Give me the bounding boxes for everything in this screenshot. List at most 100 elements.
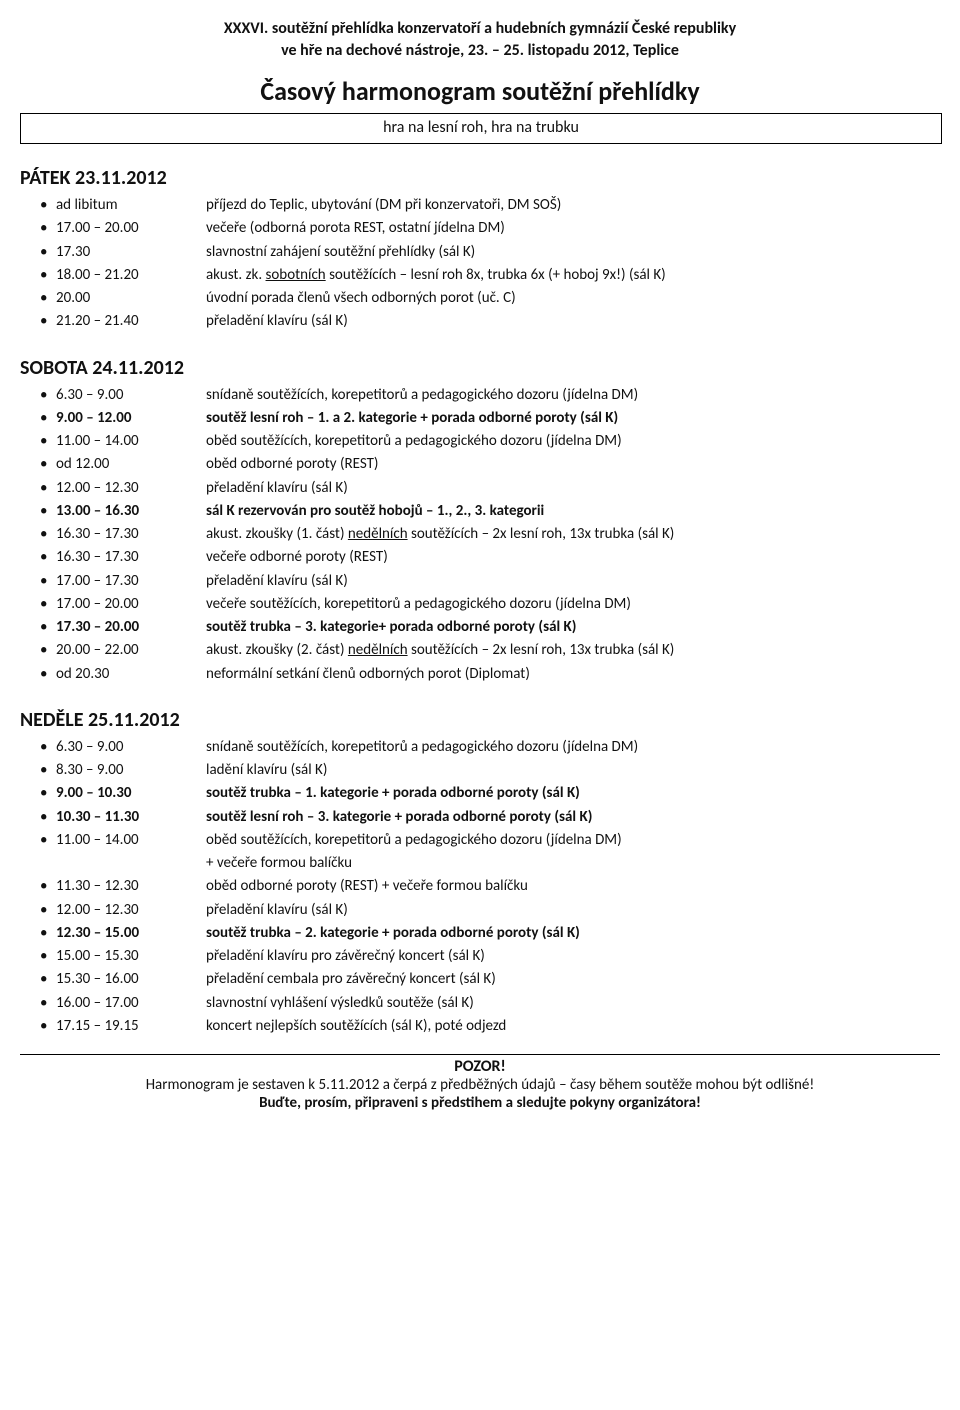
main-title: Časový harmonogram soutěžní přehlídky: [20, 75, 940, 107]
schedule-desc: soutěž trubka – 3. kategorie+ porada odb…: [206, 616, 940, 639]
header-line-1: XXXVI. soutěžní přehlídka konzervatoří a…: [20, 18, 940, 40]
schedule-row: 16.30 – 17.30akust. zkoušky (1. část) ne…: [20, 523, 940, 546]
schedule-time: 10.30 – 11.30: [56, 806, 206, 829]
underlined-word: sobotních: [266, 266, 326, 284]
schedule-desc: akust. zkoušky (1. část) nedělních soutě…: [206, 523, 940, 546]
schedule-desc: soutěž lesní roh – 1. a 2. kategorie + p…: [206, 407, 940, 430]
footer-line-2: Buďte, prosím, připraveni s předstihem a…: [20, 1094, 940, 1112]
day-title: PÁTEK 23.11.2012: [20, 166, 940, 190]
schedule-desc: přeladění klavíru (sál K): [206, 899, 940, 922]
schedule-row: 17.00 – 20.00večeře soutěžících, korepet…: [20, 593, 940, 616]
schedule-desc: soutěž lesní roh – 3. kategorie + porada…: [206, 806, 940, 829]
schedule-row: od 12.00oběd odborné poroty (REST): [20, 453, 940, 476]
schedule-time: 15.30 – 16.00: [56, 968, 206, 991]
schedule-time: od 20.30: [56, 663, 206, 686]
schedule-row: 17.00 – 20.00večeře (odborná porota REST…: [20, 217, 940, 240]
schedule-time: 6.30 – 9.00: [56, 384, 206, 407]
schedule-row: 12.00 – 12.30přeladění klavíru (sál K): [20, 477, 940, 500]
schedule-row: 10.30 – 11.30soutěž lesní roh – 3. kateg…: [20, 806, 940, 829]
schedule-desc: večeře soutěžících, korepetitorů a pedag…: [206, 593, 940, 616]
schedule-row: 11.00 – 14.00oběd soutěžících, korepetit…: [20, 829, 940, 852]
schedule-desc-extra: + večeře formou balíčku: [20, 852, 940, 875]
header-line-2: ve hře na dechové nástroje, 23. – 25. li…: [20, 40, 940, 62]
schedule-row: 17.30slavnostní zahájení soutěžní přehlí…: [20, 241, 940, 264]
schedule-desc: přeladění klavíru pro závěrečný koncert …: [206, 945, 940, 968]
footer-line-1: Harmonogram je sestaven k 5.11.2012 a če…: [20, 1076, 940, 1094]
schedule-desc: snídaně soutěžících, korepetitorů a peda…: [206, 384, 940, 407]
schedule-time: 13.00 – 16.30: [56, 500, 206, 523]
schedule-time: 12.00 – 12.30: [56, 899, 206, 922]
schedule-row: 15.00 – 15.30přeladění klavíru pro závěr…: [20, 945, 940, 968]
schedule-desc: snídaně soutěžících, korepetitorů a peda…: [206, 736, 940, 759]
schedule-list: ad libitumpříjezd do Teplic, ubytování (…: [20, 194, 940, 334]
schedule-row: 9.00 – 10.30soutěž trubka – 1. kategorie…: [20, 782, 940, 805]
schedule-row: 11.30 – 12.30oběd odborné poroty (REST) …: [20, 875, 940, 898]
schedule-time: 17.30: [56, 241, 206, 264]
schedule-row: 17.15 – 19.15koncert nejlepších soutěžíc…: [20, 1015, 940, 1038]
schedule-time: 11.30 – 12.30: [56, 875, 206, 898]
schedule-desc: oběd soutěžících, korepetitorů a pedagog…: [206, 829, 940, 852]
schedule-desc: přeladění klavíru (sál K): [206, 570, 940, 593]
schedule-desc: přeladění klavíru (sál K): [206, 477, 940, 500]
schedule-time: 17.30 – 20.00: [56, 616, 206, 639]
footer-separator: POZOR! Harmonogram je sestaven k 5.11.20…: [20, 1054, 940, 1112]
day-title: NEDĚLE 25.11.2012: [20, 708, 940, 732]
schedule-row: 8.30 – 9.00ladění klavíru (sál K): [20, 759, 940, 782]
schedule-row: 9.00 – 12.00soutěž lesní roh – 1. a 2. k…: [20, 407, 940, 430]
schedule-row: 6.30 – 9.00snídaně soutěžících, korepeti…: [20, 384, 940, 407]
day-title: SOBOTA 24.11.2012: [20, 356, 940, 380]
schedule-row: 20.00úvodní porada členů všech odborných…: [20, 287, 940, 310]
schedule-row: 16.30 – 17.30večeře odborné poroty (REST…: [20, 546, 940, 569]
schedule-time: od 12.00: [56, 453, 206, 476]
schedule-time: 8.30 – 9.00: [56, 759, 206, 782]
schedule-time: 16.00 – 17.00: [56, 992, 206, 1015]
underlined-word: nedělních: [348, 641, 408, 659]
schedule-row: 11.00 – 14.00oběd soutěžících, korepetit…: [20, 430, 940, 453]
schedule-row: 17.30 – 20.00soutěž trubka – 3. kategori…: [20, 616, 940, 639]
page: XXXVI. soutěžní přehlídka konzervatoří a…: [0, 0, 960, 1142]
footer-pozor: POZOR!: [20, 1057, 940, 1076]
schedule-time: ad libitum: [56, 194, 206, 217]
schedule-desc: přeladění cembala pro závěrečný koncert …: [206, 968, 940, 991]
schedule-desc: akust. zkoušky (2. část) nedělních soutě…: [206, 639, 940, 662]
schedule-desc: příjezd do Teplic, ubytování (DM při kon…: [206, 194, 940, 217]
schedule-list: 6.30 – 9.00snídaně soutěžících, korepeti…: [20, 384, 940, 686]
schedule-row: 12.30 – 15.00soutěž trubka – 2. kategori…: [20, 922, 940, 945]
schedule-time: 17.15 – 19.15: [56, 1015, 206, 1038]
schedule-desc: večeře (odborná porota REST, ostatní jíd…: [206, 217, 940, 240]
schedule-desc: přeladění klavíru (sál K): [206, 310, 940, 333]
schedule-row: ad libitumpříjezd do Teplic, ubytování (…: [20, 194, 940, 217]
schedule-time: 17.00 – 17.30: [56, 570, 206, 593]
schedule-time: 11.00 – 14.00: [56, 430, 206, 453]
underlined-word: nedělních: [348, 525, 408, 543]
subtitle-box: hra na lesní roh, hra na trubku: [20, 113, 942, 144]
schedule-desc: oběd odborné poroty (REST): [206, 453, 940, 476]
schedule-desc: slavnostní zahájení soutěžní přehlídky (…: [206, 241, 940, 264]
schedule-time: 16.30 – 17.30: [56, 546, 206, 569]
schedule-row: od 20.30neformální setkání členů odborný…: [20, 663, 940, 686]
schedule-time: 12.00 – 12.30: [56, 477, 206, 500]
schedule-time: 20.00: [56, 287, 206, 310]
schedule-desc: večeře odborné poroty (REST): [206, 546, 940, 569]
schedule-row: 17.00 – 17.30přeladění klavíru (sál K): [20, 570, 940, 593]
schedule-time: 6.30 – 9.00: [56, 736, 206, 759]
schedule-time: 9.00 – 10.30: [56, 782, 206, 805]
schedule-desc: soutěž trubka – 1. kategorie + porada od…: [206, 782, 940, 805]
schedule-time: 9.00 – 12.00: [56, 407, 206, 430]
schedule-desc: soutěž trubka – 2. kategorie + porada od…: [206, 922, 940, 945]
schedule-desc: úvodní porada členů všech odborných poro…: [206, 287, 940, 310]
schedule-row: 21.20 – 21.40přeladění klavíru (sál K): [20, 310, 940, 333]
schedule-row: 20.00 – 22.00akust. zkoušky (2. část) ne…: [20, 639, 940, 662]
schedule-time: 20.00 – 22.00: [56, 639, 206, 662]
schedule-desc: koncert nejlepších soutěžících (sál K), …: [206, 1015, 940, 1038]
schedule-row: 6.30 – 9.00snídaně soutěžících, korepeti…: [20, 736, 940, 759]
schedule-days: PÁTEK 23.11.2012 ad libitumpříjezd do Tep…: [20, 166, 940, 1038]
schedule-desc: ladění klavíru (sál K): [206, 759, 940, 782]
schedule-desc: akust. zk. sobotních soutěžících – lesní…: [206, 264, 940, 287]
schedule-desc: sál K rezervován pro soutěž hobojů – 1.,…: [206, 500, 940, 523]
schedule-time: 21.20 – 21.40: [56, 310, 206, 333]
schedule-desc: oběd soutěžících, korepetitorů a pedagog…: [206, 430, 940, 453]
schedule-time: 18.00 – 21.20: [56, 264, 206, 287]
schedule-row: 12.00 – 12.30přeladění klavíru (sál K): [20, 899, 940, 922]
schedule-row: 13.00 – 16.30sál K rezervován pro soutěž…: [20, 500, 940, 523]
